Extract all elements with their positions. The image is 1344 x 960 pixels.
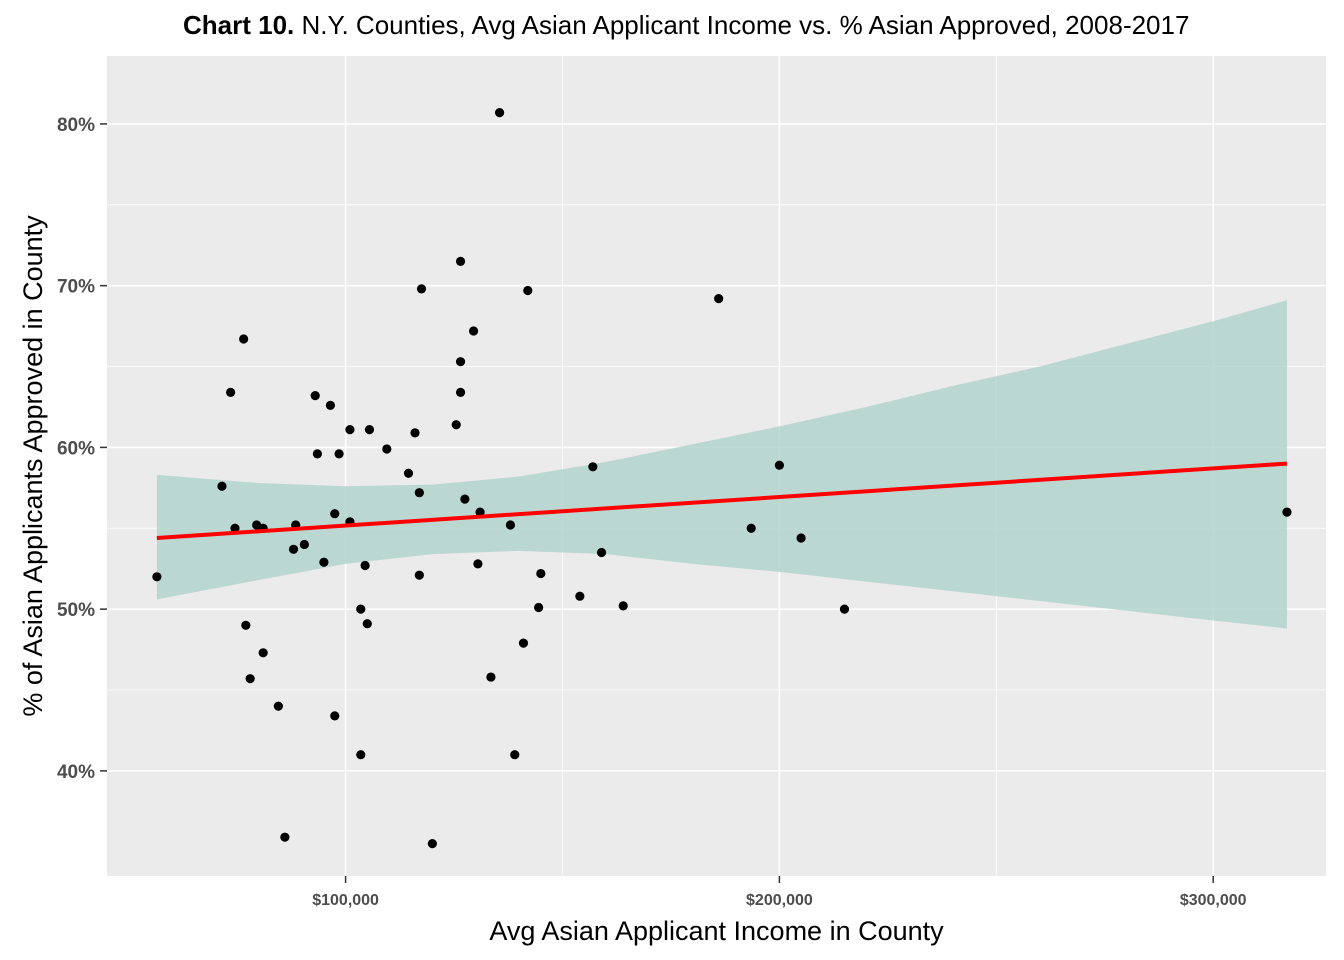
x-axis-ticks: $100,000 $200,000 $300,000 xyxy=(312,876,1247,909)
trend-line xyxy=(156,461,1288,540)
data-point xyxy=(618,601,628,611)
data-point xyxy=(414,570,424,580)
x-tick-label: $100,000 xyxy=(312,892,379,909)
data-point xyxy=(575,591,585,601)
data-point xyxy=(796,533,806,543)
data-point xyxy=(230,523,240,533)
x-tick-label: $200,000 xyxy=(746,892,813,909)
data-point xyxy=(1282,507,1292,517)
data-point xyxy=(596,547,607,558)
data-point xyxy=(714,294,724,304)
x-axis-label: Avg Asian Applicant Income in County xyxy=(489,916,944,946)
data-point xyxy=(325,400,336,410)
data-point xyxy=(360,560,370,571)
data-point xyxy=(364,425,375,435)
data-point xyxy=(280,832,290,842)
data-point xyxy=(774,460,785,470)
data-point xyxy=(414,488,424,498)
data-point xyxy=(416,284,427,294)
data-point xyxy=(319,557,329,567)
chart-title: Chart 10. N.Y. Counties, Avg Asian Appli… xyxy=(0,10,1344,41)
y-axis-ticks: 40% 50% 60% 70% 80% xyxy=(57,115,107,783)
y-tick-label: 40% xyxy=(57,762,95,783)
x-tick-label: $300,000 xyxy=(1180,892,1247,909)
data-point xyxy=(486,672,496,682)
y-tick-label: 70% xyxy=(57,277,95,298)
data-point xyxy=(273,701,283,711)
data-point xyxy=(455,387,466,398)
chart-title-text: N.Y. Counties, Avg Asian Applicant Incom… xyxy=(294,10,1190,40)
data-point xyxy=(455,357,466,367)
data-point xyxy=(258,648,268,658)
data-point xyxy=(536,568,546,579)
data-point xyxy=(455,256,466,267)
data-point xyxy=(382,444,392,454)
data-point xyxy=(356,604,366,614)
data-point xyxy=(473,559,483,569)
data-point xyxy=(299,539,309,550)
data-point xyxy=(839,604,850,614)
data-point xyxy=(217,481,227,491)
data-point xyxy=(334,449,344,459)
data-point xyxy=(345,425,355,435)
data-point xyxy=(226,387,236,398)
data-point xyxy=(534,602,544,613)
y-tick-label: 80% xyxy=(57,115,95,136)
data-point xyxy=(312,449,322,459)
data-point xyxy=(494,108,505,118)
data-point xyxy=(427,839,437,849)
data-point xyxy=(239,334,249,344)
data-point xyxy=(746,523,756,533)
data-point xyxy=(460,494,470,504)
data-point xyxy=(518,638,529,648)
data-point xyxy=(510,750,520,760)
data-point xyxy=(310,391,320,401)
data-points xyxy=(152,108,1292,849)
data-point xyxy=(403,468,414,478)
data-point xyxy=(588,462,598,472)
data-point xyxy=(288,544,299,554)
confidence-band xyxy=(156,300,1287,629)
data-point xyxy=(410,428,420,438)
y-tick-label: 50% xyxy=(57,600,95,621)
data-point xyxy=(523,285,533,296)
data-point xyxy=(152,572,162,582)
y-tick-label: 60% xyxy=(57,438,95,459)
data-point xyxy=(330,509,340,519)
data-point xyxy=(330,711,340,721)
y-axis-label: % of Asian Applicants Approved in County xyxy=(18,215,48,717)
data-point xyxy=(241,620,251,630)
data-point xyxy=(245,674,255,684)
data-point xyxy=(451,420,461,430)
data-point xyxy=(468,326,479,336)
data-point xyxy=(475,507,485,517)
data-point xyxy=(356,750,366,760)
data-point xyxy=(505,520,516,530)
chart-title-bold: Chart 10. xyxy=(183,10,295,40)
data-point xyxy=(362,619,372,629)
